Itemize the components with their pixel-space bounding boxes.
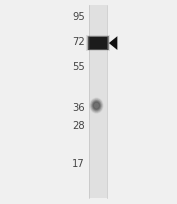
Text: 36: 36: [72, 102, 85, 112]
Bar: [88, 37, 108, 50]
Text: 72: 72: [72, 37, 85, 47]
Bar: [89, 6, 107, 198]
Bar: [89, 38, 107, 50]
Bar: [86, 36, 110, 51]
Circle shape: [91, 100, 102, 112]
Bar: [87, 37, 109, 51]
Bar: [88, 37, 109, 51]
Polygon shape: [109, 37, 117, 51]
Text: 17: 17: [72, 158, 85, 168]
Circle shape: [92, 101, 101, 111]
Text: 95: 95: [72, 12, 85, 22]
Text: 55: 55: [72, 61, 85, 71]
Bar: [90, 38, 107, 49]
Text: 28: 28: [72, 121, 85, 130]
Circle shape: [90, 99, 103, 113]
Circle shape: [93, 102, 100, 110]
